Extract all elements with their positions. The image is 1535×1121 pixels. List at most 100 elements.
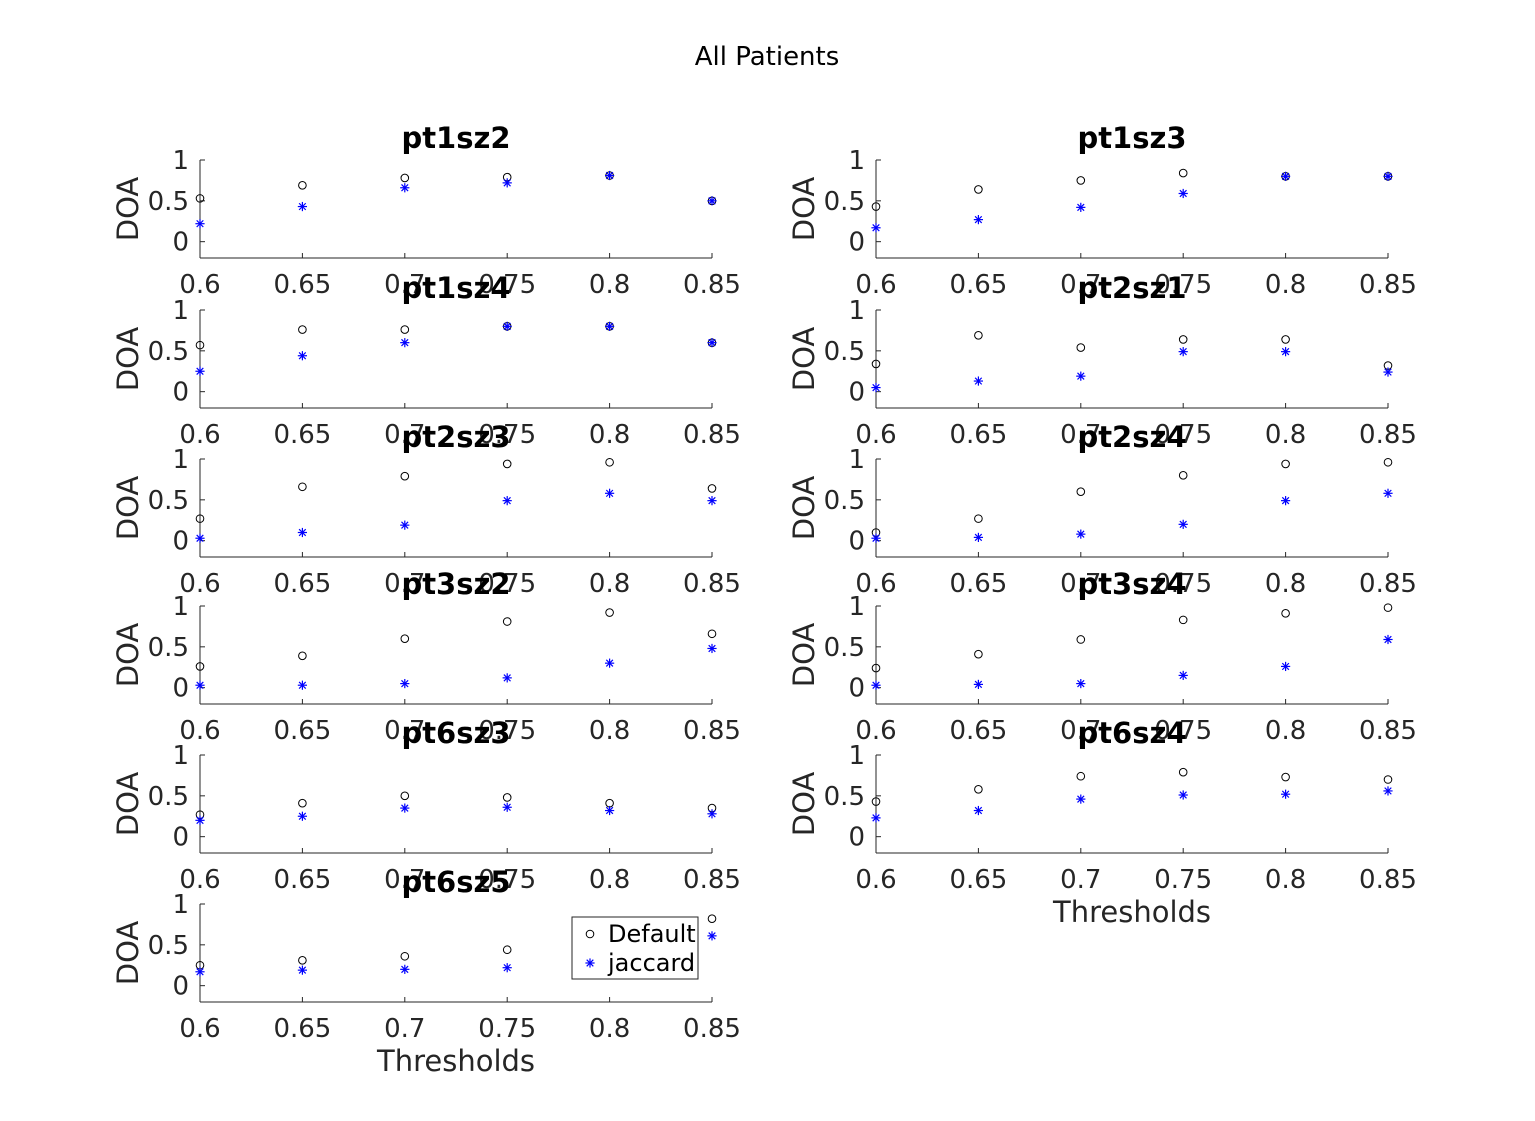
- x-tick-label: 0.65: [949, 420, 1007, 450]
- y-axis-label: DOA: [111, 623, 145, 688]
- y-axis-label: DOA: [787, 772, 821, 837]
- y-tick-label: 0: [172, 823, 189, 853]
- y-tick-label: 1: [172, 890, 189, 920]
- series-default: [871, 767, 1393, 806]
- jaccard-point: [707, 496, 717, 506]
- jaccard-point: [1076, 371, 1086, 381]
- y-tick-label: 1: [848, 592, 865, 622]
- default-point: [400, 951, 410, 961]
- default-point: [400, 791, 410, 801]
- jaccard-point: [1178, 790, 1188, 800]
- x-tick-label: 0.6: [179, 569, 220, 599]
- default-point: [298, 956, 307, 965]
- subplot-title: pt6sz3: [401, 716, 510, 750]
- series-default: [195, 608, 717, 671]
- jaccard-point-stroke: [298, 966, 307, 974]
- y-axis-label: DOA: [111, 327, 145, 392]
- jaccard-point: [605, 658, 615, 668]
- default-point: [871, 797, 881, 806]
- default-point: [195, 340, 205, 350]
- default-point: [605, 608, 614, 617]
- jaccard-point: [871, 223, 881, 233]
- x-tick-label: 0.8: [1265, 716, 1306, 746]
- jaccard-point-stroke: [1077, 372, 1085, 380]
- jaccard-point: [973, 376, 983, 386]
- jaccard-point-stroke: [503, 179, 511, 187]
- y-tick-label: 0: [172, 527, 189, 557]
- jaccard-point-stroke: [974, 680, 983, 689]
- x-tick-label: 0.65: [273, 1014, 331, 1044]
- y-tick-label: 0: [172, 228, 189, 258]
- default-point: [298, 181, 307, 190]
- jaccard-point-stroke: [401, 965, 409, 974]
- legend-marker-jaccard-stroke: [586, 959, 594, 967]
- x-tick-label: 0.7: [384, 270, 425, 300]
- x-tick-label: 0.6: [179, 420, 220, 450]
- default-point: [1281, 772, 1290, 782]
- jaccard-point-stroke: [974, 533, 983, 542]
- y-tick-label: 0: [848, 527, 865, 557]
- jaccard-point: [1281, 496, 1291, 506]
- x-tick-label: 0.6: [179, 1014, 220, 1044]
- jaccard-point-stroke: [401, 521, 409, 529]
- x-tick-label: 0.75: [1154, 420, 1212, 450]
- jaccard-point: [605, 321, 615, 331]
- default-point: [502, 617, 512, 626]
- jaccard-point-stroke: [503, 496, 511, 505]
- x-tick-label: 0.8: [589, 420, 630, 450]
- x-tick-label: 0.65: [273, 270, 331, 300]
- jaccard-point: [195, 967, 205, 977]
- y-tick-label: 0.5: [824, 486, 865, 516]
- default-point: [707, 484, 717, 493]
- jaccard-point-stroke: [1281, 347, 1290, 356]
- x-tick-label: 0.85: [1359, 716, 1417, 746]
- subplot-title: pt1sz3: [1077, 121, 1186, 155]
- jaccard-point: [605, 488, 615, 498]
- legend-box: [571, 916, 699, 980]
- x-axis-label: Thresholds: [1052, 895, 1211, 929]
- jaccard-point-stroke: [708, 810, 716, 818]
- jaccard-point: [1076, 529, 1086, 539]
- x-tick-label: 0.85: [683, 420, 741, 450]
- x-tick-label: 0.85: [683, 270, 741, 300]
- x-tick-label: 0.7: [384, 420, 425, 450]
- default-point: [195, 194, 205, 203]
- jaccard-point: [973, 215, 983, 225]
- x-tick-label: 0.7: [1060, 270, 1101, 300]
- x-tick-label: 0.7: [1060, 716, 1101, 746]
- jaccard-point: [195, 366, 205, 376]
- jaccard-point: [502, 673, 512, 683]
- jaccard-point-stroke: [708, 932, 716, 940]
- x-tick-label: 0.85: [1359, 865, 1417, 895]
- subplot-pt2sz3: 0.6 0.65 0.7 0.75 0.8 0.85 0 0.5 1 DOA pt2sz3: [111, 420, 741, 599]
- y-tick-label: 0.5: [148, 187, 189, 217]
- default-point: [974, 785, 983, 794]
- y-axis-label: DOA: [111, 177, 145, 242]
- jaccard-point-stroke: [1179, 189, 1187, 198]
- x-tick-label: 0.7: [384, 1014, 425, 1044]
- jaccard-point-stroke: [605, 171, 614, 180]
- jaccard-point: [297, 965, 307, 975]
- y-tick-label: 0: [848, 823, 865, 853]
- x-tick-label: 0.7: [384, 716, 425, 746]
- default-point: [1178, 471, 1188, 480]
- jaccard-point: [973, 532, 983, 542]
- default-point: [1076, 176, 1086, 185]
- x-tick-label: 0.85: [683, 1014, 741, 1044]
- x-tick-label: 0.65: [949, 716, 1007, 746]
- default-point: [1076, 343, 1086, 352]
- jaccard-point: [400, 520, 410, 530]
- x-tick-label: 0.65: [273, 716, 331, 746]
- default-point: [707, 914, 717, 924]
- x-tick-label: 0.65: [273, 865, 331, 895]
- jaccard-point: [707, 196, 717, 206]
- default-point: [1178, 767, 1188, 777]
- y-tick-label: 0: [848, 228, 865, 258]
- jaccard-point: [1383, 367, 1393, 377]
- y-tick-label: 0.5: [148, 337, 189, 367]
- jaccard-point: [502, 963, 512, 973]
- jaccard-point-stroke: [1077, 530, 1085, 538]
- jaccard-point: [707, 809, 717, 819]
